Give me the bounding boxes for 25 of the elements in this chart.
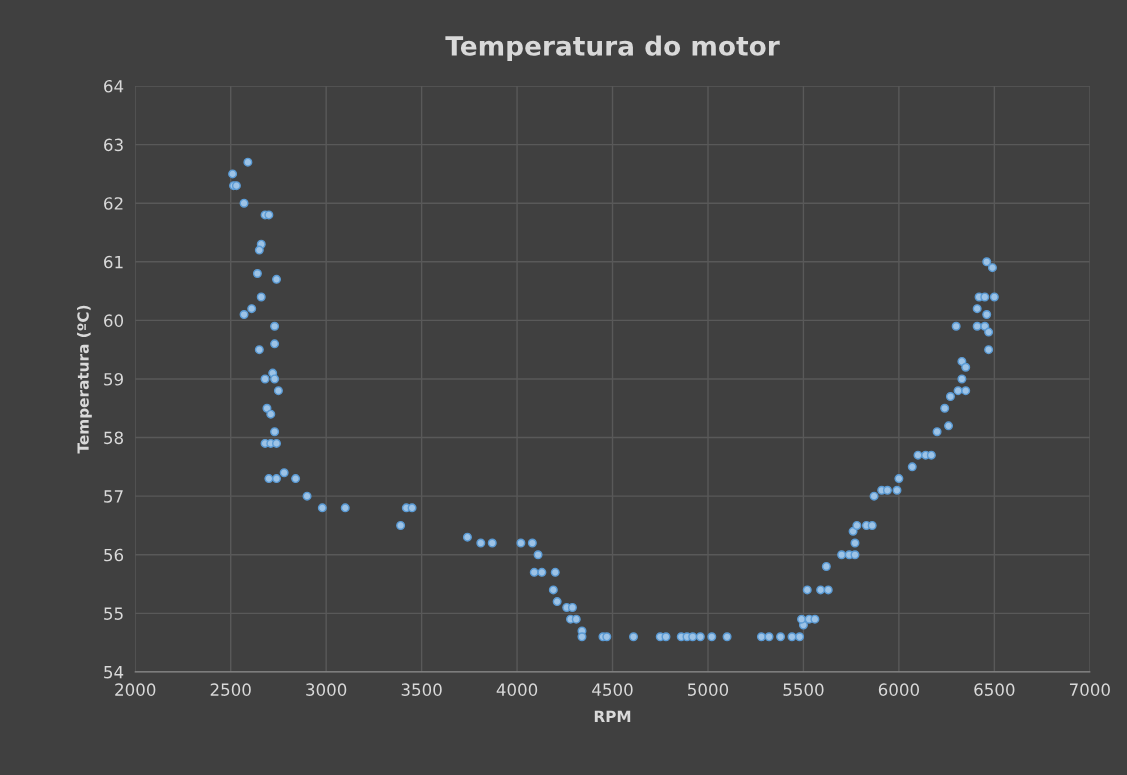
x-tick-label: 7000 [1069,683,1110,696]
x-tick-label: 2500 [210,683,251,696]
y-tick-label: 61 [104,255,123,269]
y-tick-label: 56 [104,548,124,562]
chart-title: Temperatura do motor [445,35,780,61]
x-tick-label: 5000 [688,683,729,696]
x-tick-label: 6000 [878,683,919,696]
y-tick-label: 54 [104,666,124,679]
y-tick-label: 63 [104,138,123,152]
x-tick-label: 5500 [783,683,824,696]
x-tick-label: 2000 [115,683,156,696]
x-tick-label: 4500 [592,683,633,696]
x-tick-label: 3000 [306,683,347,696]
x-tick-label: 4000 [496,683,538,696]
y-tick-label: 57 [104,490,123,503]
y-tick-label: 55 [104,607,123,620]
y-tick-label: 62 [104,197,123,210]
y-axis-title: Temperatura (ºC) [77,305,92,454]
y-tick-label: 58 [104,431,123,445]
y-tick-label: 64 [104,79,124,93]
x-tick-label: 3500 [401,683,442,696]
x-axis-title: RPM [594,710,631,722]
y-tick-label: 60 [104,314,124,327]
x-tick-label: 6500 [974,683,1015,696]
y-tick-label: 59 [104,372,123,386]
